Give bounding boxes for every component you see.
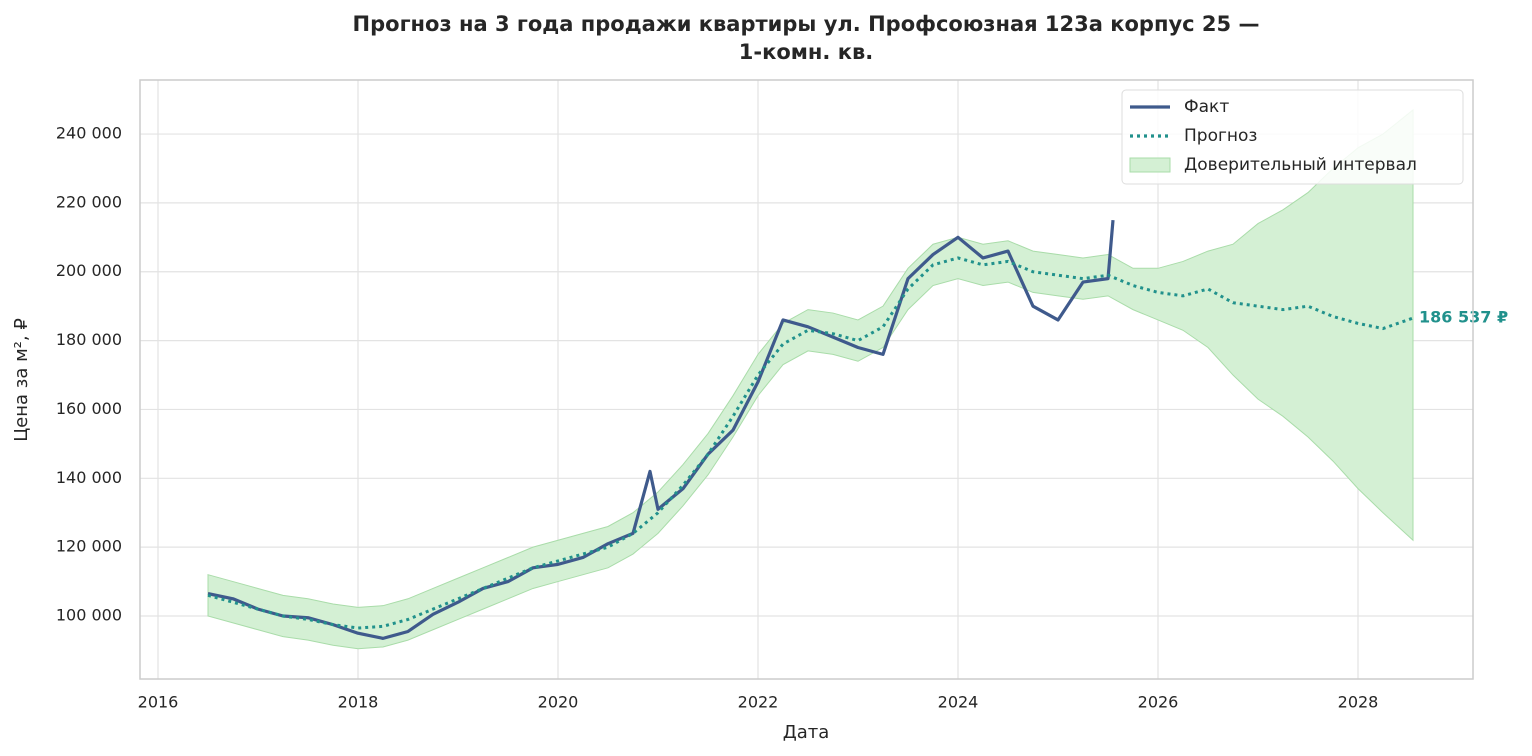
legend-box xyxy=(1121,89,1464,185)
legend-label: Доверительный интервал xyxy=(1184,155,1417,175)
y-tick-label: 100 000 xyxy=(56,606,122,625)
y-axis-label: Цена за м², ₽ xyxy=(11,318,32,442)
x-tick-label: 2028 xyxy=(1338,693,1379,712)
y-tick-label: 180 000 xyxy=(56,330,122,349)
y-tick-label: 200 000 xyxy=(56,261,122,280)
x-tick-label: 2016 xyxy=(138,693,179,712)
y-tick-label: 160 000 xyxy=(56,399,122,418)
x-tick-label: 2020 xyxy=(538,693,579,712)
confidence-band xyxy=(207,108,1414,650)
forecast-line xyxy=(207,256,1414,630)
chart-title: 1-комн. кв. xyxy=(739,40,874,64)
y-tick-label: 140 000 xyxy=(56,468,122,487)
x-tick-label: 2026 xyxy=(1138,693,1179,712)
end-label: 186 537 ₽ xyxy=(1419,308,1508,327)
legend-label: Прогноз xyxy=(1184,126,1257,146)
x-axis-label: Дата xyxy=(783,722,830,743)
y-tick-label: 240 000 xyxy=(56,124,122,143)
y-tick-label: 120 000 xyxy=(56,537,122,556)
y-tick-label: 220 000 xyxy=(56,192,122,211)
x-tick-label: 2024 xyxy=(938,693,979,712)
chart-title: Прогноз на 3 года продажи квартиры ул. П… xyxy=(353,12,1260,36)
actual-line xyxy=(207,219,1115,640)
plot-frame xyxy=(139,79,1474,680)
x-tick-label: 2022 xyxy=(738,693,779,712)
x-tick-label: 2018 xyxy=(338,693,379,712)
legend-swatch xyxy=(1129,157,1171,173)
legend-label: Факт xyxy=(1184,97,1229,117)
